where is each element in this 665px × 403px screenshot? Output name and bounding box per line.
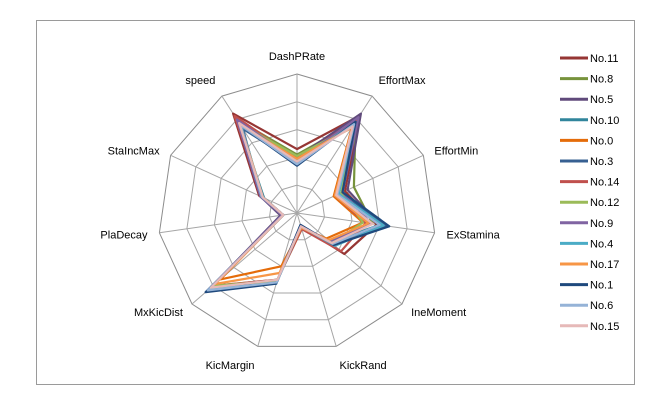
legend-label: No.8 xyxy=(590,74,613,86)
axis-label: MxKicDist xyxy=(134,307,183,319)
axis-label: DashPRate xyxy=(269,51,325,63)
legend-label: No.9 xyxy=(590,218,613,230)
axis-labels: DashPRate EffortMax EffortMin ExStamina IneM… xyxy=(100,51,500,372)
radar-grid xyxy=(158,73,436,347)
legend-label: No.17 xyxy=(590,259,619,271)
legend-label: No.11 xyxy=(590,53,619,65)
chart-frame xyxy=(36,20,635,385)
legend-label: No.10 xyxy=(590,115,619,127)
grid-spoke xyxy=(296,212,337,347)
grid-ring xyxy=(186,101,408,321)
legend-label: No.1 xyxy=(590,280,613,292)
series-line xyxy=(209,121,374,289)
legend: No.11 No.8 No.5 No.10 No.0 No.3 No.14 No.12 No.9… xyxy=(560,53,619,333)
axis-label: IneMoment xyxy=(411,307,466,319)
grid-spoke xyxy=(296,212,403,305)
axis-label: speed xyxy=(185,75,215,87)
axis-label: PlaDecay xyxy=(100,230,148,242)
legend-label: No.3 xyxy=(590,156,613,168)
grid-ring xyxy=(158,73,436,347)
legend-label: No.15 xyxy=(590,321,619,333)
axis-label: EffortMin xyxy=(434,145,478,157)
legend-label: No.12 xyxy=(590,197,619,209)
legend-label: No.5 xyxy=(590,94,613,106)
grid-spoke xyxy=(296,154,424,214)
legend-label: No.0 xyxy=(590,135,613,147)
axis-label: EffortMax xyxy=(379,75,426,87)
grid-spoke xyxy=(170,154,298,214)
axis-label: ExStamina xyxy=(447,230,501,242)
grid-spoke xyxy=(159,212,298,234)
axis-label: StaIncMax xyxy=(108,145,160,157)
axis-label: KickRand xyxy=(340,360,387,372)
legend-label: No.6 xyxy=(590,300,613,312)
radar-series xyxy=(204,112,391,294)
axis-label: KicMargin xyxy=(206,360,255,372)
legend-label: No.14 xyxy=(590,177,619,189)
grid-ring xyxy=(213,129,381,294)
legend-label: No.4 xyxy=(590,238,613,250)
